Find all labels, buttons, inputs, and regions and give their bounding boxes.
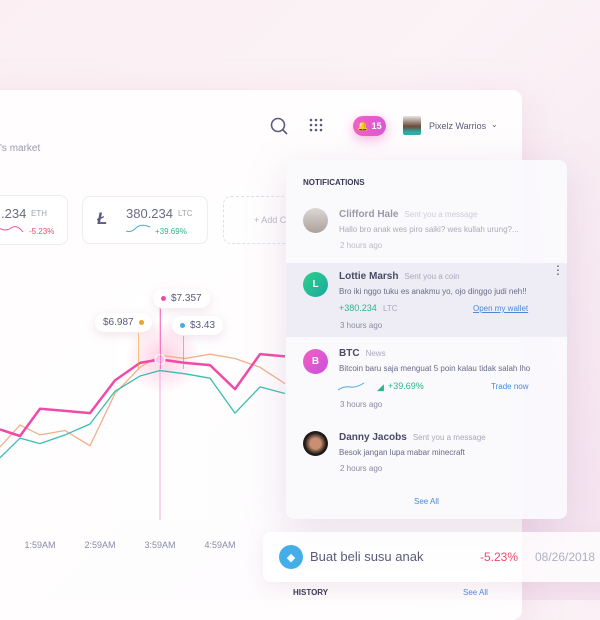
series-line-1: [0, 369, 286, 459]
avatar: [303, 208, 328, 233]
sparkline-icon: [338, 382, 365, 391]
notification-time: 3 hours ago: [340, 321, 383, 330]
tooltip-label: $3.43: [190, 320, 216, 331]
avatar: B: [303, 349, 328, 374]
notifications-panel: NOTIFICATIONS Clifford Hale Sent you a me…: [286, 160, 567, 519]
coin-amount: +380.234: [339, 303, 377, 313]
transaction-date: 08/26/2018: [535, 550, 596, 564]
trend-up-icon: ◢: [377, 382, 384, 392]
sender-name: Clifford Hale: [339, 209, 399, 220]
notification-time: 3 hours ago: [340, 400, 383, 409]
open-wallet-link[interactable]: Open my wallet: [473, 304, 529, 313]
price-tooltip: $7.357: [153, 289, 210, 308]
ethereum-icon: ◆: [279, 545, 303, 569]
price-tooltip: $3.43: [172, 316, 224, 335]
user-avatar[interactable]: [403, 116, 421, 135]
series-line-2: [0, 353, 286, 448]
coin-symbol: LTC: [178, 209, 193, 218]
coin-change: -5.23%: [29, 227, 55, 236]
x-tick-label: 3:59AM: [144, 540, 175, 550]
notification-message: Bitcoin baru saja menguat 5 poin kalau t…: [339, 364, 531, 373]
notification-message: Hallo bro anak wes piro saiki? wes kulla…: [339, 225, 519, 234]
notification-count: 15: [371, 121, 382, 131]
tooltip-pointer: [138, 333, 139, 369]
transaction-change: -5.23%: [480, 550, 519, 564]
sender-name: Lottie Marsh: [339, 271, 399, 282]
notification-action: News: [365, 349, 386, 358]
history-title: HISTORY: [293, 588, 329, 597]
litecoin-icon: Ł: [97, 209, 108, 228]
x-tick-label: 4:59AM: [204, 540, 235, 550]
notification-time: 2 hours ago: [340, 464, 383, 473]
user-name[interactable]: Pixelz Warrios: [429, 121, 487, 131]
notification-action: Sent you a message: [404, 210, 478, 219]
see-all-notifications-link[interactable]: See All: [414, 497, 439, 506]
x-tick-label: 1:59AM: [24, 540, 55, 550]
transaction-title: Buat beli susu anak: [310, 549, 424, 564]
see-all-history-link[interactable]: See All: [463, 588, 488, 597]
transaction-row[interactable]: ◆ Buat beli susu anak -5.23% 08/26/2018: [263, 532, 600, 582]
avatar: [303, 431, 328, 456]
notification-action: Sent you a message: [412, 433, 486, 442]
sparkline-icon: [126, 224, 151, 233]
sender-name: Danny Jacobs: [339, 432, 407, 443]
coin-change: +39.69%: [388, 381, 424, 391]
series-dot-icon: [180, 323, 185, 328]
series-dot-icon: [138, 320, 144, 325]
x-tick-label: 2:59AM: [84, 540, 115, 550]
chevron-down-icon[interactable]: ⌄: [491, 120, 498, 129]
coin-value: .234: [1, 206, 27, 221]
notification-message: Besok jangan lupa mabar minecraft: [339, 448, 465, 457]
tooltip-label: $6.987: [103, 317, 134, 328]
trade-now-link[interactable]: Trade now: [491, 382, 529, 391]
bell-icon: 🔔: [357, 120, 369, 131]
price-tooltip: $6.987: [95, 313, 152, 332]
notification-action: Sent you a coin: [404, 272, 460, 281]
more-options-icon[interactable]: ⋮: [552, 263, 564, 277]
coin-symbol: LTC: [383, 304, 398, 313]
grid-icon[interactable]: [309, 118, 325, 134]
tooltip-pointer: [160, 309, 161, 369]
sender-name: BTC: [339, 348, 360, 359]
tooltip-pointer: [183, 336, 184, 369]
series-line-0: [0, 352, 286, 438]
notification-item[interactable]: L Lottie Marsh Sent you a coin ⋮ Bro iki …: [286, 263, 567, 337]
notification-time: 2 hours ago: [340, 241, 383, 250]
notification-item[interactable]: Danny Jacobs Sent you a message Besok jan…: [286, 425, 567, 485]
notification-message: Bro iki nggo tuku es anakmu yo, ojo ding…: [339, 287, 527, 296]
page-subtitle: 's market: [0, 143, 41, 154]
notification-item[interactable]: B BTC News Bitcoin baru saja menguat 5 po…: [286, 340, 567, 415]
coin-card-ltc[interactable]: Ł 380.234 LTC +39.69%: [82, 196, 208, 244]
coin-symbol: ETH: [31, 209, 47, 218]
notification-item[interactable]: Clifford Hale Sent you a message Hallo br…: [286, 200, 567, 260]
search-icon[interactable]: [269, 116, 289, 136]
price-chart[interactable]: 1:59AM 2:59AM 3:59AM 4:59AM: [0, 280, 290, 560]
add-coin-label: + Add C: [254, 215, 287, 225]
sparkline-icon: [0, 226, 24, 233]
avatar: L: [303, 272, 328, 297]
notifications-title: NOTIFICATIONS: [303, 178, 365, 187]
tooltip-label: $7.357: [171, 293, 202, 304]
coin-value: 380.234: [126, 206, 173, 221]
notification-badge[interactable]: 🔔 15: [353, 116, 386, 136]
series-dot-icon: [161, 296, 166, 301]
coin-card-eth[interactable]: .234 ETH -5.23%: [0, 195, 68, 245]
coin-change: +39.69%: [155, 227, 187, 236]
